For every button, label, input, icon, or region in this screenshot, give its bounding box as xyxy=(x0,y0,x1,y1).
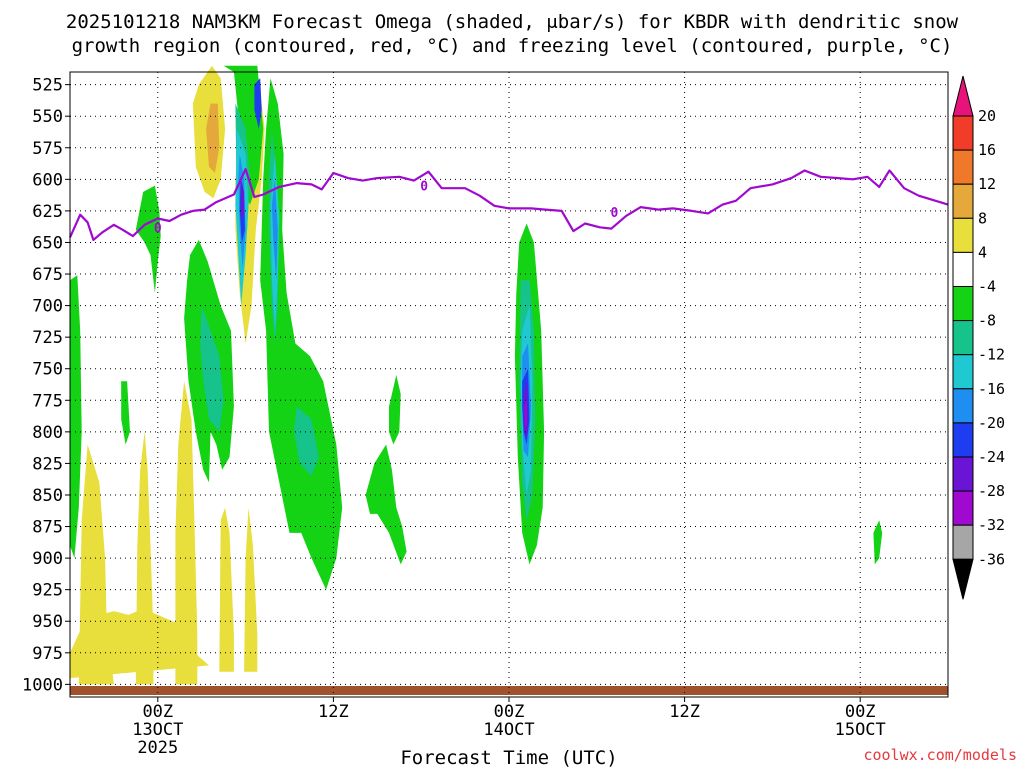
omega-region-10 xyxy=(260,78,343,590)
omega-region-1 xyxy=(78,444,114,685)
y-tick-label: 875 xyxy=(32,518,63,538)
x-tick-label: 00Z xyxy=(494,702,525,722)
x-tick-label: 13OCT xyxy=(132,720,183,740)
omega-region-35 xyxy=(524,400,527,426)
x-tick-label: 00Z xyxy=(142,702,173,722)
y-tick-label: 550 xyxy=(32,107,63,127)
colorbar-bin xyxy=(952,354,974,390)
omega-region-3 xyxy=(175,381,198,685)
colorbar-label: -24 xyxy=(978,448,1005,466)
colorbar-label: 20 xyxy=(978,107,996,125)
omega-region-12 xyxy=(135,185,161,293)
surface-terrain-band xyxy=(70,686,948,695)
x-tick-label: 2025 xyxy=(137,738,178,758)
colorbar-bin xyxy=(952,286,974,322)
colorbar-label: 16 xyxy=(978,141,996,159)
colorbar-label: -8 xyxy=(978,312,996,330)
colorbar-bin xyxy=(952,115,974,151)
x-tick-label: 00Z xyxy=(845,702,876,722)
freezing-level-label: 0 xyxy=(154,221,162,236)
y-tick-label: 825 xyxy=(32,454,63,474)
colorbar-label: -32 xyxy=(978,516,1005,534)
y-tick-label: 625 xyxy=(32,202,63,222)
colorbar-label: 8 xyxy=(978,209,987,227)
colorbar: 20 16 12 8 4 -4 -8 -12 -16 -20 -24 -28 -32 -36 xyxy=(952,75,1005,600)
y-tick-label: 575 xyxy=(32,139,63,159)
y-tick-label: 850 xyxy=(32,486,63,506)
omega-region-16 xyxy=(389,375,401,445)
omega-region-20 xyxy=(293,406,319,476)
colorbar-bottom-triangle xyxy=(952,558,974,600)
x-tick-label: 14OCT xyxy=(483,720,534,740)
colorbar-bin xyxy=(952,388,974,424)
colorbar-top-triangle xyxy=(952,75,974,117)
omega-region-19 xyxy=(200,305,224,432)
colorbar-bin xyxy=(952,422,974,458)
freezing-level-label: 0 xyxy=(610,206,618,221)
x-tick-label: 12Z xyxy=(669,702,700,722)
y-tick-label: 650 xyxy=(32,233,63,253)
colorbar-label: 12 xyxy=(978,175,996,193)
colorbar-bin xyxy=(952,320,974,356)
freezing-level-label: 0 xyxy=(420,180,428,195)
colorbar-label: -16 xyxy=(978,380,1005,398)
y-tick-label: 525 xyxy=(32,76,63,96)
omega-region-33 xyxy=(241,179,245,218)
colorbar-bin xyxy=(952,456,974,492)
x-tick-label: 15OCT xyxy=(835,720,886,740)
y-tick-label: 600 xyxy=(32,170,63,190)
x-tick-label: 12Z xyxy=(318,702,349,722)
y-tick-label: 750 xyxy=(32,360,63,380)
y-tick-label: 925 xyxy=(32,581,63,601)
omega-region-15 xyxy=(365,444,407,565)
omega-region-8 xyxy=(206,103,220,173)
y-tick-label: 800 xyxy=(32,423,63,443)
chart-title-line1: 2025101218 NAM3KM Forecast Omega (shaded… xyxy=(66,11,959,33)
omega-region-18 xyxy=(873,520,883,565)
y-tick-label: 975 xyxy=(32,644,63,664)
colorbar-label: -4 xyxy=(978,278,996,296)
omega-region-31 xyxy=(254,78,262,129)
chart-title-line2: growth region (contoured, red, °C) and f… xyxy=(72,35,953,57)
freezing-level-layer: 0 0 0 xyxy=(68,168,949,241)
colorbar-bin xyxy=(952,217,974,253)
credit-text[interactable]: coolwx.com/models xyxy=(863,746,1017,764)
grid-lines xyxy=(70,72,948,697)
colorbar-label: -36 xyxy=(978,550,1005,568)
omega-region-4 xyxy=(219,507,234,672)
y-tick-label: 700 xyxy=(32,297,63,317)
y-tick-label: 725 xyxy=(32,328,63,348)
colorbar-bin xyxy=(952,251,974,287)
y-tick-label: 1000 xyxy=(22,675,63,695)
y-tick-label: 675 xyxy=(32,265,63,285)
colorbar-bin xyxy=(952,149,974,185)
omega-region-14 xyxy=(121,381,130,445)
colorbar-label: -20 xyxy=(978,414,1005,432)
colorbar-bin xyxy=(952,524,974,560)
colorbar-label: -12 xyxy=(978,346,1005,364)
colorbar-bin xyxy=(952,183,974,219)
x-axis-label: Forecast Time (UTC) xyxy=(400,747,617,768)
plot-area xyxy=(70,65,948,695)
freezing-level-line xyxy=(68,168,949,241)
omega-region-28 xyxy=(271,179,278,281)
colorbar-label: -28 xyxy=(978,482,1005,500)
y-tick-label: 775 xyxy=(32,391,63,411)
colorbar-label: 4 xyxy=(978,243,987,261)
y-tick-label: 900 xyxy=(32,549,63,569)
colorbar-bin xyxy=(952,490,974,526)
omega-region-13 xyxy=(70,275,82,559)
y-tick-label: 950 xyxy=(32,612,63,632)
y-axis: 525 550 575 600 625 650 675 700 725 750 775 800 825 8… xyxy=(22,76,70,695)
